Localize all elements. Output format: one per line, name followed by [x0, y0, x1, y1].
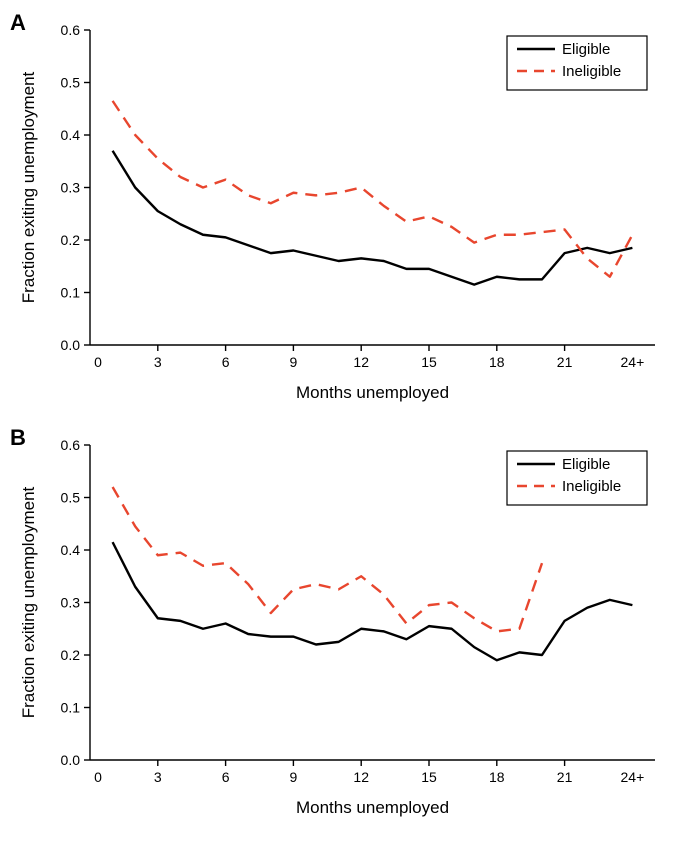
- svg-text:3: 3: [154, 354, 162, 370]
- series-ineligible: [113, 101, 633, 277]
- svg-text:21: 21: [557, 354, 573, 370]
- svg-text:24+: 24+: [621, 354, 645, 370]
- panel-b-label: B: [10, 425, 26, 451]
- svg-text:0.1: 0.1: [61, 700, 81, 716]
- svg-text:6: 6: [222, 769, 230, 785]
- panel-a-label: A: [10, 10, 26, 36]
- series-eligible: [113, 542, 633, 660]
- svg-text:Months unemployed: Months unemployed: [296, 798, 449, 817]
- svg-text:0.2: 0.2: [61, 647, 81, 663]
- series-ineligible: [113, 487, 542, 631]
- svg-text:18: 18: [489, 354, 505, 370]
- series-eligible: [113, 151, 633, 285]
- svg-text:0.4: 0.4: [61, 542, 81, 558]
- svg-text:0.2: 0.2: [61, 232, 81, 248]
- figure-container: A 0.0 0.1 0.2 0.3 0.4 0.5 0.6 3 6 9 12 15 18 21 0 24+ Mo…: [10, 10, 675, 825]
- svg-text:Fraction exiting unemployment: Fraction exiting unemployment: [19, 71, 38, 303]
- svg-text:0.0: 0.0: [61, 752, 81, 768]
- svg-text:Fraction exiting unemployment: Fraction exiting unemployment: [19, 486, 38, 718]
- panel-b: B 0.0 0.1 0.2 0.3 0.4 0.5 0.6 3 6 9 12 15 18 21 0 24+ Mo…: [10, 425, 675, 825]
- svg-text:0.5: 0.5: [61, 75, 81, 91]
- panel-a-plot: 0.0 0.1 0.2 0.3 0.4 0.5 0.6 3 6 9 12 15 18 21 0 24+ Mont…: [19, 22, 655, 402]
- svg-text:0: 0: [94, 354, 102, 370]
- svg-text:0.6: 0.6: [61, 22, 81, 38]
- panel-b-svg: 0.0 0.1 0.2 0.3 0.4 0.5 0.6 3 6 9 12 15 18 21 0 24+ Mont…: [10, 425, 675, 825]
- svg-text:12: 12: [353, 354, 369, 370]
- svg-text:0.5: 0.5: [61, 490, 81, 506]
- svg-text:3: 3: [154, 769, 162, 785]
- svg-text:Eligible: Eligible: [562, 41, 610, 58]
- svg-text:0.0: 0.0: [61, 337, 81, 353]
- svg-text:15: 15: [421, 769, 437, 785]
- svg-text:0.3: 0.3: [61, 595, 81, 611]
- svg-text:9: 9: [290, 769, 298, 785]
- svg-text:18: 18: [489, 769, 505, 785]
- svg-text:0.6: 0.6: [61, 437, 81, 453]
- panel-b-plot: 0.0 0.1 0.2 0.3 0.4 0.5 0.6 3 6 9 12 15 18 21 0 24+ Mont…: [19, 437, 655, 817]
- svg-text:15: 15: [421, 354, 437, 370]
- svg-text:Eligible: Eligible: [562, 456, 610, 473]
- svg-text:Ineligible: Ineligible: [562, 478, 621, 495]
- svg-text:6: 6: [222, 354, 230, 370]
- panel-a: A 0.0 0.1 0.2 0.3 0.4 0.5 0.6 3 6 9 12 15 18 21 0 24+ Mo…: [10, 10, 675, 410]
- svg-text:21: 21: [557, 769, 573, 785]
- svg-text:Months unemployed: Months unemployed: [296, 383, 449, 402]
- svg-text:0.4: 0.4: [61, 127, 81, 143]
- svg-text:0.3: 0.3: [61, 180, 81, 196]
- svg-text:12: 12: [353, 769, 369, 785]
- panel-a-svg: 0.0 0.1 0.2 0.3 0.4 0.5 0.6 3 6 9 12 15 18 21 0 24+ Mont…: [10, 10, 675, 410]
- svg-text:0: 0: [94, 769, 102, 785]
- svg-text:24+: 24+: [621, 769, 645, 785]
- svg-text:Ineligible: Ineligible: [562, 63, 621, 80]
- svg-text:9: 9: [290, 354, 298, 370]
- svg-text:0.1: 0.1: [61, 285, 81, 301]
